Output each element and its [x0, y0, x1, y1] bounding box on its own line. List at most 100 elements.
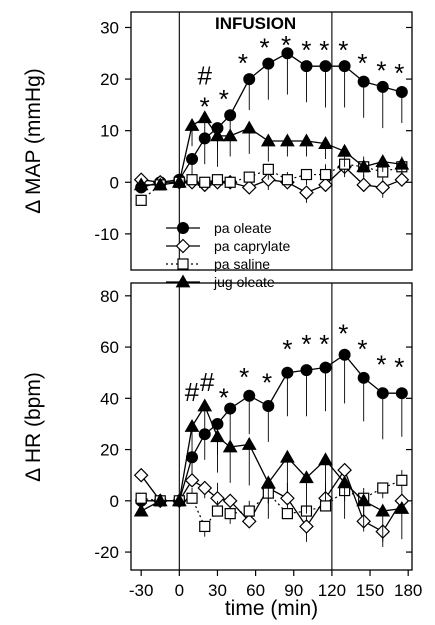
data-point [280, 133, 295, 147]
data-point [135, 194, 147, 206]
y-tick-label: 10 [100, 122, 119, 141]
data-point [210, 429, 225, 443]
significance-star: * [338, 35, 348, 65]
data-point [281, 508, 293, 520]
series-line [140, 468, 403, 533]
significance-star: * [259, 32, 269, 62]
significance-star: * [376, 56, 386, 86]
significance-star: * [319, 35, 329, 65]
data-point [133, 177, 149, 191]
data-point [318, 136, 333, 149]
y-tick-label: 0 [110, 173, 119, 192]
legend: pa oleate pa caprylate pa saline jug oleate [166, 220, 290, 290]
data-point [280, 449, 295, 463]
data-point [375, 154, 391, 168]
y-tick-label: 80 [100, 287, 119, 306]
series-line [141, 116, 402, 186]
data-point [318, 177, 333, 193]
series-line [141, 353, 402, 502]
data-point [243, 73, 256, 86]
legend-marker [177, 258, 189, 270]
significance-star: * [376, 349, 386, 379]
significance-star: * [301, 329, 311, 359]
data-point [337, 143, 352, 157]
infusion-label: INFUSION [215, 14, 296, 33]
data-point [281, 366, 294, 379]
data-point [197, 110, 213, 124]
y-tick-label: 0 [110, 492, 119, 511]
legend-label: pa saline [214, 256, 270, 272]
significance-star: * [394, 58, 404, 88]
data-point [394, 172, 410, 188]
data-point [133, 467, 149, 483]
significance-star: * [219, 383, 229, 413]
data-point [377, 482, 389, 494]
plot-frame-top [130, 11, 413, 271]
x-tick-label: 120 [318, 581, 346, 600]
y-tick-label: -10 [94, 225, 119, 244]
series-line [140, 163, 402, 201]
legend-label: pa oleate [214, 220, 272, 236]
data-point [280, 490, 295, 506]
data-point [337, 462, 352, 478]
legend-marker [177, 222, 189, 234]
series-line [140, 404, 402, 512]
data-point [299, 519, 314, 534]
data-point [262, 163, 274, 175]
significance-star: * [357, 48, 367, 78]
data-point [186, 153, 199, 166]
data-point [376, 387, 389, 400]
data-point [281, 47, 294, 60]
x-tick-label: 90 [284, 581, 303, 600]
significance-star: * [357, 334, 367, 364]
data-point [395, 85, 408, 98]
panel-bottom: -20 0 20 40 60 80 -30 0 30 60 90 120 150 180 Δ HR (bpm… [22, 282, 422, 620]
data-point [299, 470, 314, 484]
x-axis-title: time (min) [225, 597, 318, 620]
data-point [171, 174, 187, 188]
legend-label: jug oleate [213, 274, 275, 290]
data-point [376, 80, 389, 93]
data-point [375, 180, 391, 195]
significance-hash: # [200, 367, 215, 397]
data-point [319, 500, 332, 512]
legend-label: pa caprylate [214, 238, 290, 254]
significance-star: * [238, 48, 248, 78]
data-point [135, 492, 147, 504]
data-point [394, 156, 410, 170]
data-point [243, 171, 255, 183]
data-point [356, 159, 372, 173]
series-jug-oleate [133, 398, 410, 542]
x-tick-label: 60 [246, 581, 265, 600]
significance-star: * [282, 334, 292, 364]
data-point [241, 180, 257, 195]
data-point [211, 505, 224, 517]
significance-star: * [394, 352, 404, 382]
significance-star: * [239, 362, 249, 392]
data-point [224, 402, 237, 415]
plot-frame-bottom [130, 282, 413, 571]
data-point [319, 60, 332, 73]
data-point [222, 128, 238, 142]
data-point [338, 348, 351, 361]
significance-star: * [262, 367, 272, 397]
x-tick-label: 0 [175, 581, 184, 600]
series-jug-oleate [133, 110, 410, 191]
data-point [299, 185, 314, 200]
significance-star: * [281, 30, 291, 60]
series-line [141, 52, 402, 189]
significance-star: * [219, 84, 229, 114]
data-point [184, 118, 200, 131]
data-point [171, 493, 187, 507]
y-tick-label: 20 [100, 441, 119, 460]
data-point [396, 474, 408, 486]
data-point [338, 60, 351, 73]
data-point [394, 500, 410, 514]
y-axis-title-top: Δ MAP (mmHg) [22, 68, 45, 213]
x-tick-label: 150 [356, 581, 384, 600]
data-point [199, 520, 211, 533]
data-point [133, 503, 149, 517]
data-point [210, 128, 225, 142]
